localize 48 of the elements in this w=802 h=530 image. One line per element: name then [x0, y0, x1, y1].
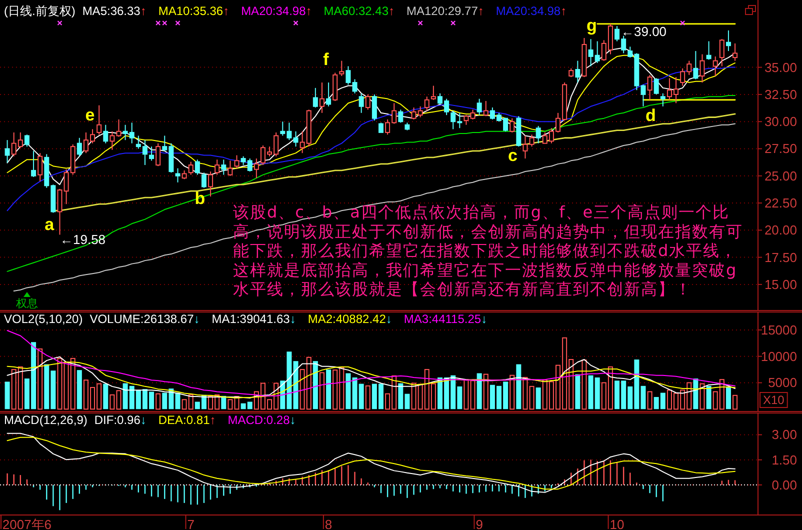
annotation: 这样就是底部抬高，我们希望它在下一波指数反弹中能够放量突破g: [233, 260, 738, 279]
chart-title: MACD(12,26,9): [4, 413, 88, 427]
chart-title: (日线.前复权): [4, 4, 76, 18]
x-tick-label: 7: [187, 516, 194, 530]
x-tick-label: 9: [476, 516, 483, 530]
y-tick-label: 22.50: [764, 196, 797, 211]
text: MA10:35.36↑: [158, 4, 230, 18]
y-tick-label: 15.00: [764, 276, 797, 292]
text: MA1:39041.63↓: [212, 312, 296, 326]
text: DEA:0.81↑: [158, 413, 216, 427]
annotation: e: [85, 104, 95, 124]
y-tick-label: 27.50: [764, 141, 797, 156]
y-tick-label: 0.00: [772, 477, 797, 492]
y-tick-label: 20.00: [764, 222, 797, 238]
chart-title: VOL2(5,10,20): [4, 312, 83, 326]
annotation: ←39.00: [621, 24, 667, 38]
annotation: d: [646, 106, 656, 124]
annotation: f: [323, 50, 330, 68]
y-tick-label: 17.50: [764, 250, 797, 265]
x-tick-label: 10: [610, 516, 624, 530]
text: MA2:40882.42↓: [308, 312, 392, 326]
y-tick-label: 3.00: [772, 427, 797, 442]
annotation: c: [508, 146, 518, 164]
annotation: 能下跌，那么我们希望它在指数下跌之时能够做到不跌破d水平线，: [233, 240, 738, 260]
text: DIF:0.96↓: [94, 413, 146, 427]
y-tick-label: 5000: [768, 375, 797, 390]
y-tick-label: 25.00: [764, 168, 797, 184]
x-tick-label: 2007年6: [2, 516, 52, 530]
annotation: MACD:0.28↓: [228, 413, 296, 427]
text: MA3:44115.25↓: [404, 312, 488, 326]
text: MA60:32.43↑: [324, 4, 395, 18]
text: MA5:36.33↑: [82, 4, 146, 18]
y-tick-label: 32.50: [764, 86, 797, 102]
annotation: g: [586, 16, 597, 34]
y-tick-label: 35.00: [764, 60, 797, 75]
annotation: 水平线，那么该股就是【会创新高还有新高直到不创新高】！: [233, 279, 692, 298]
annotation: VOLUME:26138.67↓: [90, 312, 200, 326]
x-tick-label: 8: [324, 516, 332, 530]
annotation: 权息: [15, 296, 38, 310]
y-tick-label: 30.00: [764, 114, 797, 130]
y-tick-label: 1.50: [772, 452, 797, 468]
y-tick-label: 15000: [760, 322, 797, 338]
y-tick-label: 10000: [760, 348, 797, 364]
legend-label: MA20:34.98↑: [241, 4, 312, 18]
text: MA20:34.98↑: [496, 4, 567, 18]
text: MA120:29.77↑: [406, 4, 484, 18]
annotation: a: [44, 214, 55, 234]
text: X10: [762, 393, 785, 407]
